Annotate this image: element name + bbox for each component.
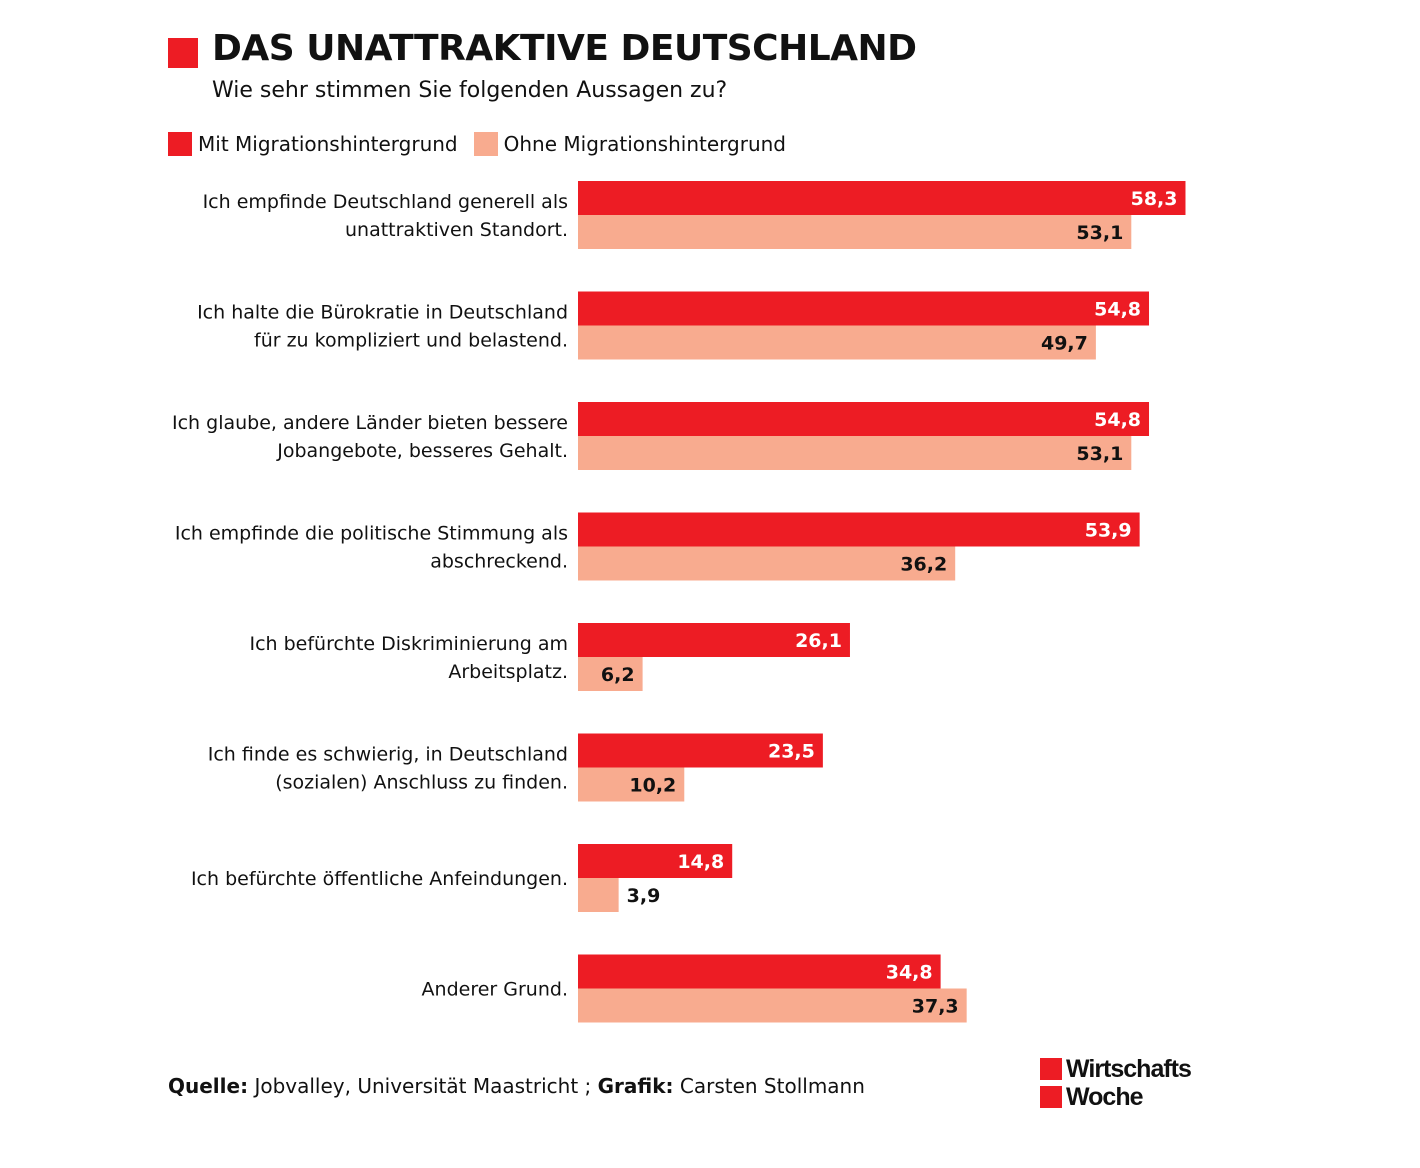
value-label-ohne-0: 53,1 <box>1076 222 1123 244</box>
category-label-4-1: Arbeitsplatz. <box>448 661 568 683</box>
value-label-ohne-5: 10,2 <box>629 775 676 797</box>
bar-ohne-2 <box>578 436 1132 470</box>
source-label: Quelle: <box>168 1074 249 1098</box>
legend-label-ohne: Ohne Migrationshintergrund <box>503 132 786 156</box>
category-label-1-1: für zu kompliziert und belastend. <box>254 330 568 352</box>
value-label-ohne-4: 6,2 <box>601 664 635 686</box>
logo-square-bottom <box>1040 1086 1062 1108</box>
value-label-mit-1: 54,8 <box>1094 299 1141 321</box>
bar-mit-5 <box>578 733 823 768</box>
bar-ohne-3 <box>578 546 956 581</box>
bar-mit-0 <box>578 181 1186 215</box>
bar-ohne-4 <box>578 657 643 691</box>
bar-ohne-6 <box>578 878 619 912</box>
value-label-mit-4: 26,1 <box>795 630 842 652</box>
source-text: Jobvalley, Universität Maastricht ; <box>254 1074 592 1098</box>
category-label-7-0: Anderer Grund. <box>422 979 568 1001</box>
value-label-ohne-6: 3,9 <box>627 885 661 907</box>
bar-mit-1 <box>578 291 1150 326</box>
category-label-0-1: unattraktiven Standort. <box>345 219 568 241</box>
graphic-text: Carsten Stollmann <box>679 1074 865 1098</box>
bar-ohne-7 <box>578 988 967 1023</box>
category-label-6-0: Ich befürchte öffentliche Anfeindungen. <box>191 868 568 890</box>
category-label-2-0: Ich glaube, andere Länder bieten bessere <box>172 412 568 434</box>
bar-mit-7 <box>578 954 941 989</box>
bar-mit-2 <box>578 402 1150 436</box>
legend-item-mit: Mit Migrationshintergrund <box>168 132 458 156</box>
chart-subtitle: Wie sehr stimmen Sie folgenden Aussagen … <box>212 78 728 103</box>
legend-label-mit: Mit Migrationshintergrund <box>198 132 458 156</box>
title-marker <box>168 38 198 68</box>
logo-line-2: Woche <box>1066 1082 1143 1111</box>
category-label-1-0: Ich halte die Bürokratie in Deutschland <box>197 302 568 324</box>
bar-mit-4 <box>578 623 850 657</box>
chart-title: DAS UNATTRAKTIVE DEUTSCHLAND <box>212 28 917 69</box>
bar-mit-6 <box>578 844 733 878</box>
value-label-ohne-7: 37,3 <box>912 996 959 1018</box>
logo-line-1: Wirtschafts <box>1066 1054 1192 1083</box>
graphic-label: Grafik: <box>597 1074 674 1098</box>
value-label-mit-5: 23,5 <box>768 741 815 763</box>
value-label-mit-6: 14,8 <box>677 851 724 873</box>
category-label-2-1: Jobangebote, besseres Gehalt. <box>276 440 568 462</box>
legend-swatch-ohne <box>473 132 498 156</box>
bar-ohne-0 <box>578 215 1132 249</box>
legend-item-ohne: Ohne Migrationshintergrund <box>473 132 786 156</box>
logo-square-top <box>1040 1058 1062 1080</box>
value-label-ohne-1: 49,7 <box>1041 333 1088 355</box>
value-label-mit-3: 53,9 <box>1085 520 1132 542</box>
wirtschaftswoche-logo: Wirtschafts Woche <box>1040 1054 1192 1112</box>
legend: Mit Migrationshintergrund Ohne Migration… <box>168 132 802 156</box>
value-label-ohne-3: 36,2 <box>900 554 947 576</box>
category-label-0-0: Ich empfinde Deutschland generell als <box>203 191 568 213</box>
legend-swatch-mit <box>168 132 192 156</box>
category-label-3-1: abschreckend. <box>430 551 568 573</box>
bar-ohne-1 <box>578 325 1096 360</box>
value-label-mit-0: 58,3 <box>1131 188 1178 210</box>
value-label-ohne-2: 53,1 <box>1076 443 1123 465</box>
footer-credits: Quelle: Jobvalley, Universität Maastrich… <box>168 1074 865 1098</box>
bar-mit-3 <box>578 512 1140 547</box>
category-label-5-1: (sozialen) Anschluss zu finden. <box>275 772 568 794</box>
category-label-3-0: Ich empfinde die politische Stimmung als <box>175 523 568 545</box>
value-label-mit-7: 34,8 <box>886 962 933 984</box>
category-label-5-0: Ich finde es schwierig, in Deutschland <box>208 744 568 766</box>
value-label-mit-2: 54,8 <box>1094 409 1141 431</box>
bar-ohne-5 <box>578 767 685 802</box>
category-label-4-0: Ich befürchte Diskriminierung am <box>249 633 568 655</box>
